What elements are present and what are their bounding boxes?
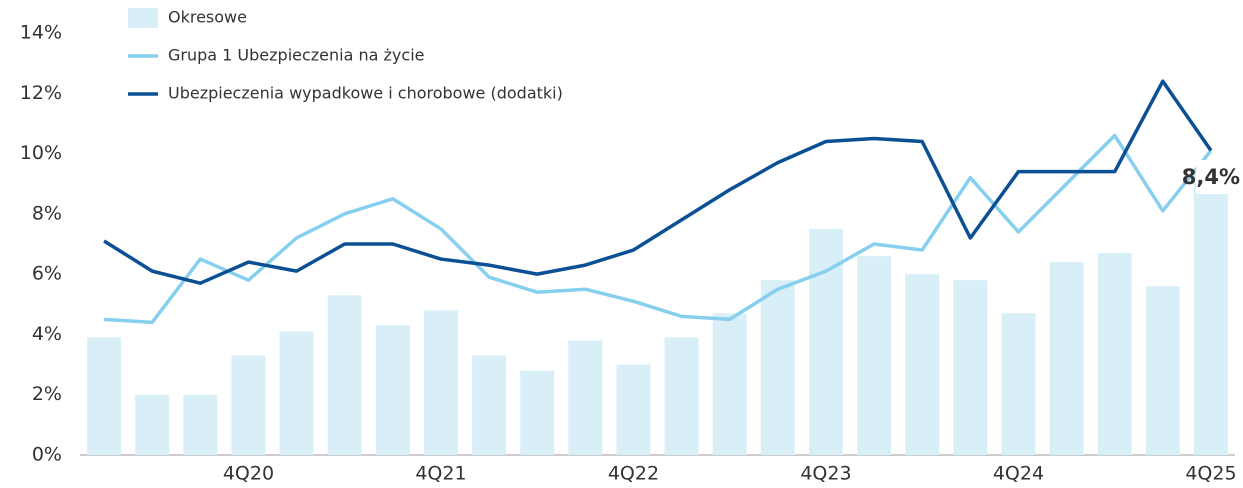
bar [135,394,170,455]
bar [231,355,266,455]
x-tick-label: 4Q20 [223,463,274,485]
y-tick-label: 10% [20,142,62,164]
bar [1001,313,1036,455]
bar [183,394,218,455]
y-tick-label: 12% [20,82,62,104]
legend-swatch [128,8,158,28]
y-tick-label: 8% [32,202,62,224]
bar [568,340,603,455]
bar [1193,171,1228,455]
bar [712,313,747,455]
bar [905,274,940,455]
x-tick-label: 4Q24 [993,463,1044,485]
y-tick-label: 4% [32,323,62,345]
bar [664,337,699,455]
bar [857,256,892,455]
y-tick-label: 2% [32,383,62,405]
y-tick-label: 0% [32,444,62,466]
bar [1097,253,1132,455]
line [103,133,1213,325]
annotation-bg [1196,160,1242,194]
legend-label: Okresowe [168,8,247,27]
x-tick-label: 4Q22 [608,463,659,485]
annotation: 8,4% [1182,165,1240,189]
y-tick-label: 6% [32,263,62,285]
legend-label: Grupa 1 Ubezpieczenia na życie [168,46,424,65]
bar [616,364,651,455]
bar [1049,262,1084,455]
bar [472,355,507,455]
bar [327,295,362,455]
bar [953,280,988,455]
x-tick-label: 4Q21 [415,463,466,485]
legend-label: Ubezpieczenia wypadkowe i chorobowe (dod… [168,84,563,103]
bar [279,331,314,455]
bar [1145,286,1180,455]
line [103,79,1213,285]
bar [87,337,122,455]
bar [520,370,555,455]
x-tick-label: 4Q25 [1185,463,1236,485]
y-tick-label: 14% [20,22,62,44]
bar [760,280,795,455]
x-tick-label: 4Q23 [800,463,851,485]
bar [423,310,458,455]
bar [375,325,410,455]
